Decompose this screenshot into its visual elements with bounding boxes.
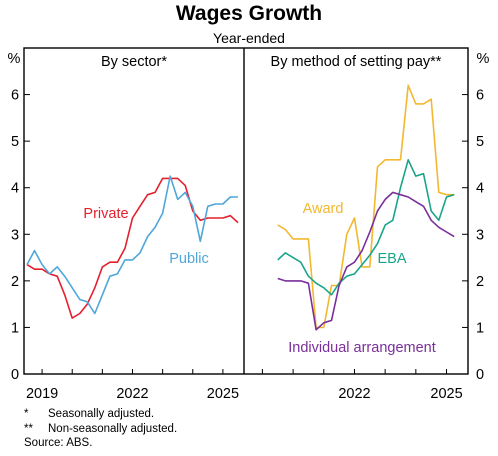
series-label: Public bbox=[169, 251, 209, 267]
series-label: EBA bbox=[377, 251, 406, 267]
panel-1: By sector* 0 1 2 3 4 5 6% 2019 2022 2025 Private Pub… bbox=[8, 51, 239, 402]
chart-title: Wages Growth bbox=[175, 2, 323, 25]
x-tick-label: 2025 bbox=[430, 386, 462, 402]
y-tick-label: 4 bbox=[11, 181, 19, 197]
panel-title: By sector* bbox=[101, 54, 167, 70]
x-tick-label: 2022 bbox=[116, 386, 148, 402]
footnote-text: Seasonally adjusted. bbox=[48, 408, 155, 420]
footnote-mark: ** bbox=[24, 422, 33, 435]
chart-subtitle: Year-ended bbox=[213, 30, 285, 46]
panel-2: By method of setting pay** 0 1 2 3 4 5 6% 2022 20… bbox=[261, 51, 490, 402]
y-tick-label: 3 bbox=[11, 227, 19, 243]
x-tick-label: 2025 bbox=[207, 386, 239, 402]
y-unit-label: % bbox=[477, 51, 490, 67]
footnotes: * Seasonally adjusted. ** Non-seasonally a… bbox=[24, 407, 177, 451]
footnote-seasonally: * Seasonally adjusted. bbox=[24, 407, 177, 422]
y-tick-label: 3 bbox=[476, 227, 484, 243]
y-unit-label: % bbox=[8, 51, 21, 67]
plot-frame bbox=[23, 47, 469, 375]
series-label: Private bbox=[83, 206, 128, 222]
series-line-public bbox=[26, 175, 238, 315]
y-tick-label: 6 bbox=[476, 88, 484, 104]
y-tick-label: 5 bbox=[476, 134, 484, 150]
y-tick-label: 2 bbox=[11, 274, 19, 290]
y-tick-label: 4 bbox=[476, 181, 484, 197]
footnote-text: Non-seasonally adjusted. bbox=[48, 422, 178, 435]
series-label: Individual arrangement bbox=[288, 340, 436, 356]
footnote-non-seasonally: ** Non-seasonally adjusted. bbox=[24, 422, 177, 437]
y-tick-label: 5 bbox=[11, 134, 19, 150]
x-tick-label: 2022 bbox=[338, 386, 370, 402]
y-tick-label: 0 bbox=[11, 367, 19, 383]
panel-title: By method of setting pay** bbox=[271, 54, 442, 70]
series-line-eba bbox=[277, 159, 455, 296]
series-label: Award bbox=[303, 201, 344, 217]
series-line-individual-arrangement bbox=[277, 191, 455, 331]
y-tick-label: 0 bbox=[476, 367, 484, 383]
y-tick-label: 1 bbox=[11, 320, 19, 336]
y-tick-label: 6 bbox=[11, 88, 19, 104]
y-tick-label: 2 bbox=[476, 274, 484, 290]
series-line-award bbox=[277, 84, 455, 329]
series-line-private bbox=[26, 177, 239, 319]
y-tick-label: 1 bbox=[476, 320, 484, 336]
footnote-mark: * bbox=[24, 408, 29, 420]
x-tick-label: 2019 bbox=[26, 386, 58, 402]
source-note: Source: ABS. bbox=[24, 437, 93, 449]
